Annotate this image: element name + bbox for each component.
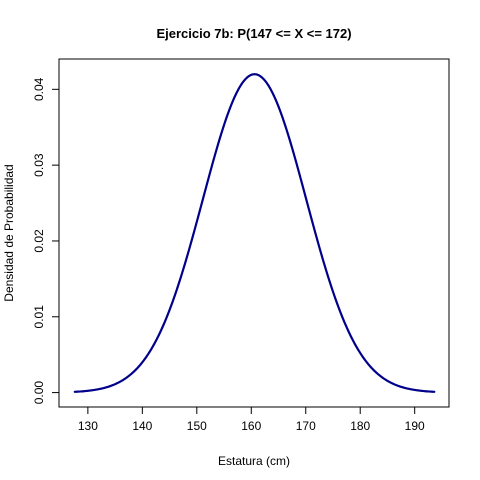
x-tick-label: 170 (296, 419, 316, 433)
x-tick-label: 150 (187, 419, 207, 433)
plot-frame (58, 58, 450, 408)
x-axis-label: Estatura (cm) (218, 454, 290, 468)
x-tick-label: 140 (132, 419, 152, 433)
x-tick-label: 130 (78, 419, 98, 433)
y-axis: 0.00 0.01 0.02 0.03 0.04 (32, 77, 59, 404)
y-tick-label: 0.00 (32, 381, 46, 405)
y-tick-label: 0.04 (32, 77, 46, 101)
y-tick-label: 0.03 (32, 153, 46, 177)
x-axis: 130 140 150 160 170 180 190 (78, 407, 425, 433)
chart-title: Ejercicio 7b: P(147 <= X <= 172) (156, 26, 351, 41)
x-tick-label: 180 (350, 419, 370, 433)
y-tick-label: 0.01 (32, 305, 46, 329)
x-tick-label: 190 (405, 419, 425, 433)
y-axis-label: Densidad de Probabilidad (2, 164, 16, 301)
density-curve (73, 73, 436, 393)
x-tick-label: 160 (241, 419, 261, 433)
y-tick-label: 0.02 (32, 229, 46, 253)
